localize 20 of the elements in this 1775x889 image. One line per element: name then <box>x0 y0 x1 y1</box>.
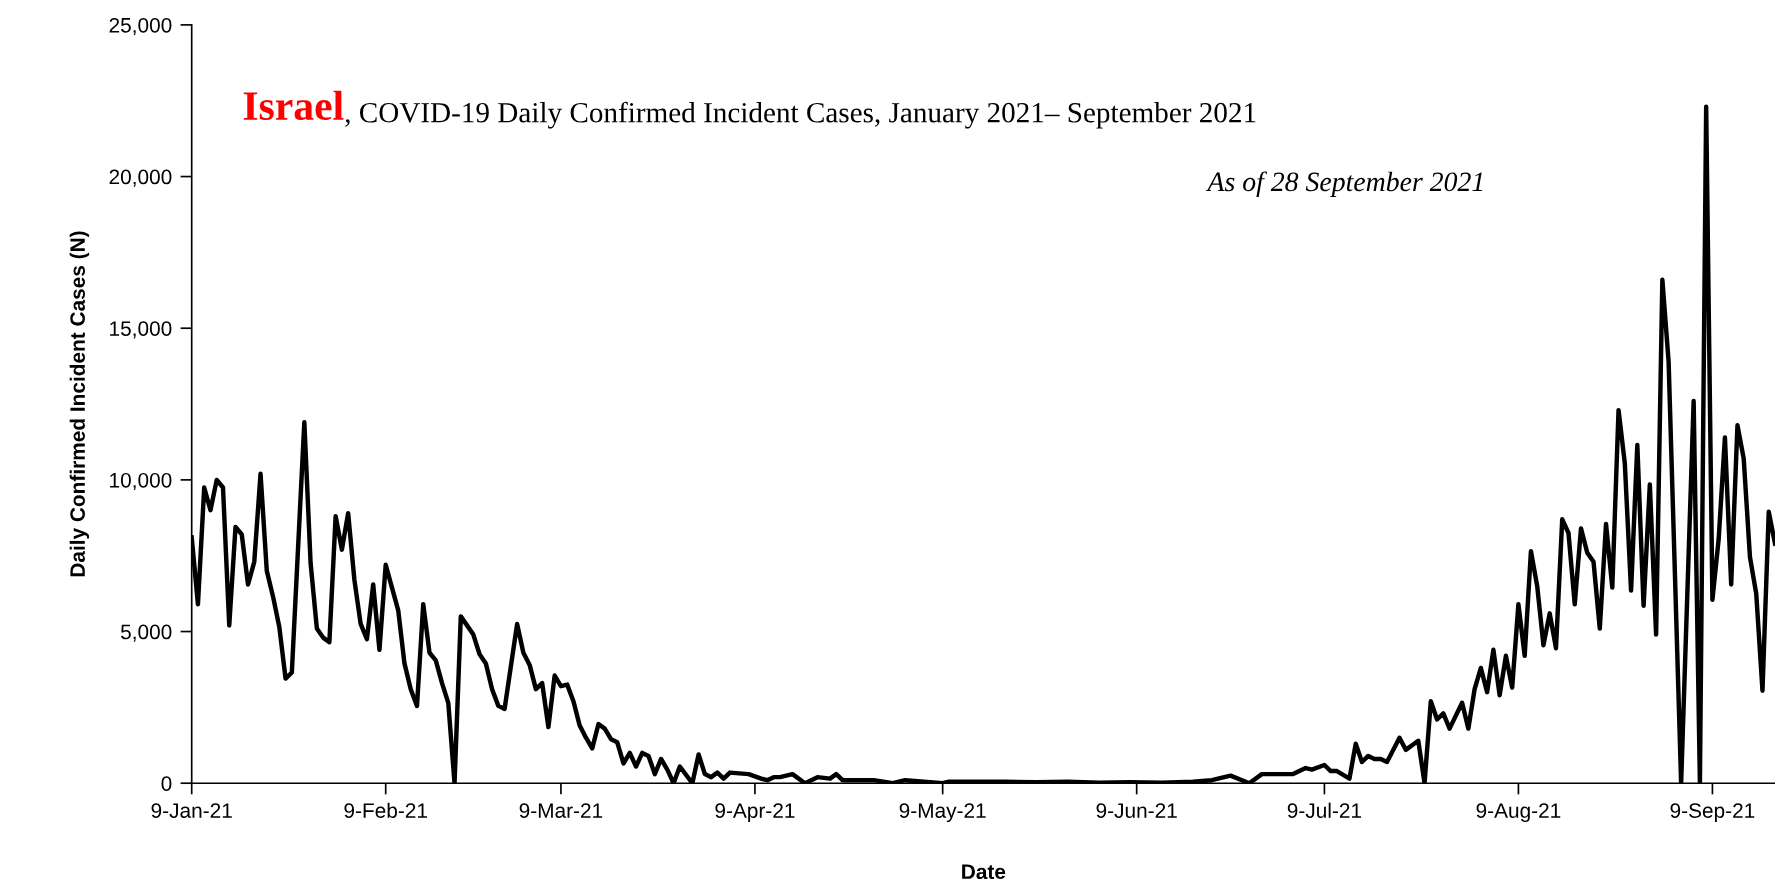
x-tick-label: 9-Jan-21 <box>151 803 232 818</box>
annotation: As of 28 September 2021 <box>1205 171 1483 197</box>
y-axis-title: Daily Confirmed Incident Cases (N) <box>69 231 90 577</box>
x-tick-label: 9-Jul-21 <box>1287 802 1362 818</box>
x-tick-label: 9-Mar-21 <box>519 803 603 818</box>
y-tick-label: 25,000 <box>109 17 172 36</box>
y-tick-label: 20,000 <box>109 169 172 187</box>
x-tick-label: 9-Aug-21 <box>1476 803 1561 823</box>
text: Israel <box>243 90 344 121</box>
x-tick-label: 9-Jun-21 <box>1096 803 1177 818</box>
x-tick-label: 9-Apr-21 <box>715 803 795 823</box>
y-tick-label: 10,000 <box>110 472 172 491</box>
x-tick-label: 9-May-21 <box>899 803 986 823</box>
text: , COVID-19 Daily Confirmed Incident Cases, January 2021– September 2021 <box>345 101 1256 129</box>
x-tick-label: 9-Sep-21 <box>1670 803 1755 823</box>
y-tick-label: 0 <box>161 776 172 791</box>
x-axis-title: Date <box>962 864 1006 880</box>
x-tick-label: 9-Feb-21 <box>344 802 427 818</box>
y-tick-label: 5,000 <box>120 624 172 642</box>
y-tick-label: 15,000 <box>110 321 172 339</box>
